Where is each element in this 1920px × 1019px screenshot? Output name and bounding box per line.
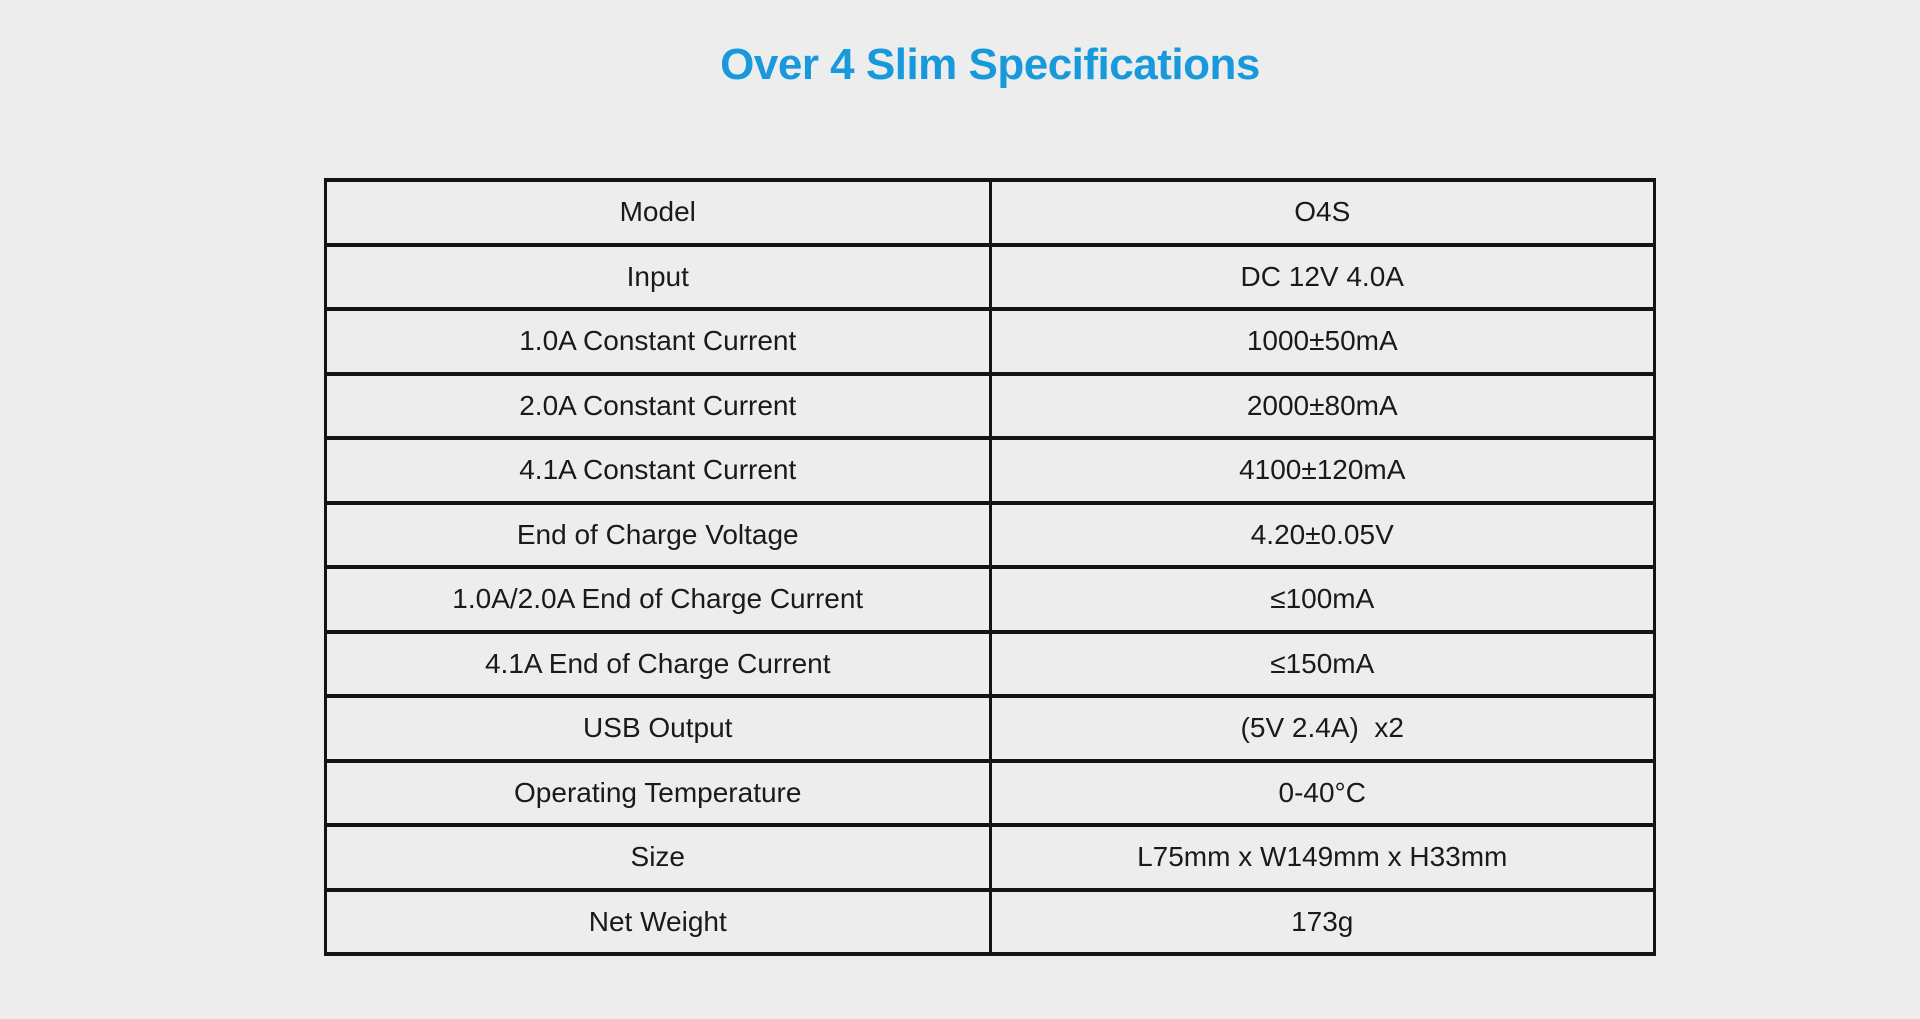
table-row: End of Charge Voltage 4.20±0.05V: [324, 500, 1656, 569]
spec-label: End of Charge Voltage: [324, 500, 992, 569]
spec-label: Input: [324, 242, 992, 311]
spec-value: (5V 2.4A) x2: [988, 694, 1656, 763]
table-row: Input DC 12V 4.0A: [324, 242, 1656, 311]
spec-label: 1.0A Constant Current: [324, 307, 992, 376]
spec-label: Net Weight: [324, 887, 992, 956]
spec-label: 1.0A/2.0A End of Charge Current: [324, 565, 992, 634]
spec-label: USB Output: [324, 694, 992, 763]
table-row: 1.0A Constant Current 1000±50mA: [324, 307, 1656, 376]
spec-label: 4.1A Constant Current: [324, 436, 992, 505]
spec-value: 4100±120mA: [988, 436, 1656, 505]
spec-label: 4.1A End of Charge Current: [324, 629, 992, 698]
specifications-table: Model O4S Input DC 12V 4.0A 1.0A Constan…: [324, 178, 1656, 956]
table-row: Model O4S: [324, 178, 1656, 247]
table-row: Net Weight 173g: [324, 887, 1656, 956]
table-row: Operating Temperature 0-40°C: [324, 758, 1656, 827]
spec-value: ≤100mA: [988, 565, 1656, 634]
spec-label: Model: [324, 178, 992, 247]
table-row: 2.0A Constant Current 2000±80mA: [324, 371, 1656, 440]
page-title: Over 4 Slim Specifications: [720, 40, 1260, 89]
spec-label: Operating Temperature: [324, 758, 992, 827]
spec-value: 1000±50mA: [988, 307, 1656, 376]
table-row: 4.1A Constant Current 4100±120mA: [324, 436, 1656, 505]
spec-value: L75mm x W149mm x H33mm: [988, 823, 1656, 892]
spec-label: 2.0A Constant Current: [324, 371, 992, 440]
table-row: 1.0A/2.0A End of Charge Current ≤100mA: [324, 565, 1656, 634]
spec-value: 2000±80mA: [988, 371, 1656, 440]
spec-value: DC 12V 4.0A: [988, 242, 1656, 311]
spec-value: 0-40°C: [988, 758, 1656, 827]
table-row: USB Output (5V 2.4A) x2: [324, 694, 1656, 763]
table-row: 4.1A End of Charge Current ≤150mA: [324, 629, 1656, 698]
spec-value: 173g: [988, 887, 1656, 956]
spec-label: Size: [324, 823, 992, 892]
spec-value: ≤150mA: [988, 629, 1656, 698]
spec-value: 4.20±0.05V: [988, 500, 1656, 569]
spec-value: O4S: [988, 178, 1656, 247]
table-row: Size L75mm x W149mm x H33mm: [324, 823, 1656, 892]
